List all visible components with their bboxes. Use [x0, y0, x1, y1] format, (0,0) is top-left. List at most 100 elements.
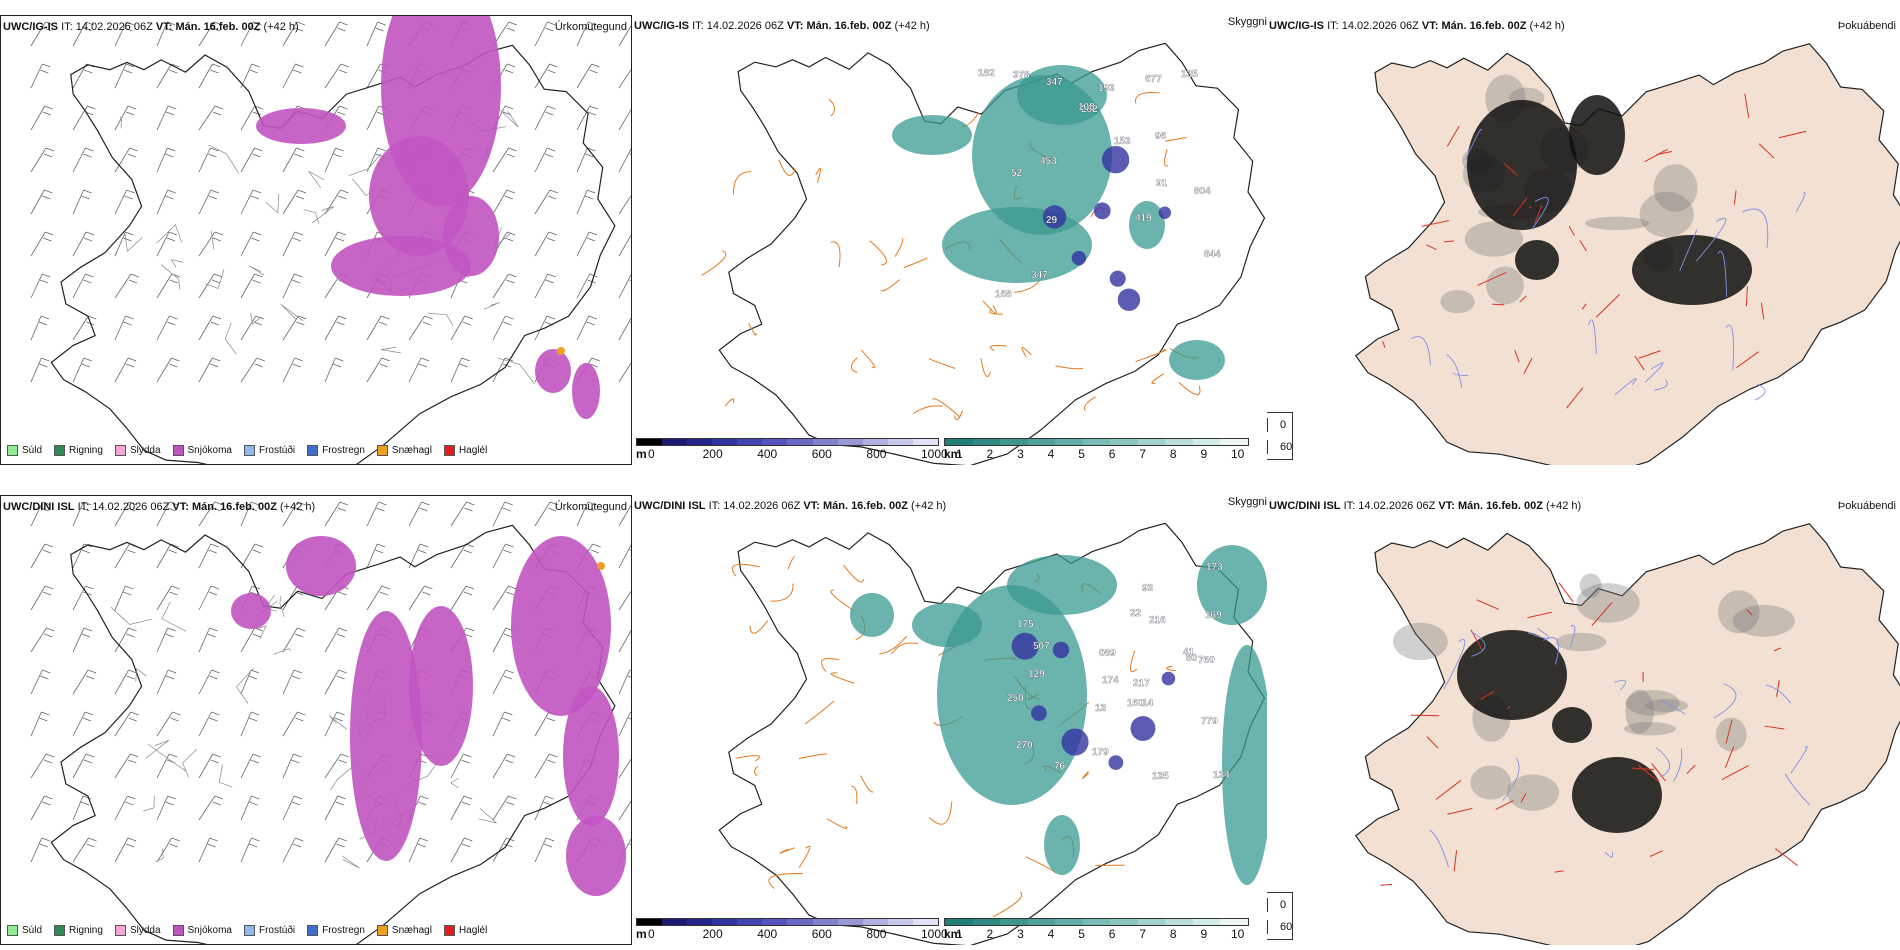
- colorbar-cell: [1110, 439, 1138, 445]
- legend-swatch: [7, 925, 18, 936]
- wind-barb-icon: [198, 585, 220, 611]
- visibility-panel-row2: 089 250 760 179 175 507 270 14 22 76 173 779 41 174 13…: [632, 495, 1267, 945]
- road-line: [248, 265, 265, 276]
- fog-area: [1572, 757, 1662, 833]
- ceiling-height-label: 22: [1130, 608, 1142, 619]
- colorbar-tick: 1: [956, 447, 963, 461]
- wind-barb-icon: [114, 501, 138, 527]
- snow-area: [350, 611, 422, 861]
- wind-barb-icon: [534, 753, 558, 779]
- snow-area: [443, 196, 499, 276]
- wind-barb-icon: [114, 273, 140, 299]
- colorbar-cell: [972, 919, 1001, 925]
- wind-barb-icon: [198, 231, 224, 257]
- river-line: [1713, 683, 1737, 719]
- wind-barb-icon: [282, 795, 303, 821]
- low-visibility-area: [942, 207, 1092, 283]
- fog-shading: [1715, 717, 1747, 752]
- wind-barb-icon: [366, 501, 387, 527]
- wind-barb-icon: [492, 753, 516, 779]
- colorbar-cell: [945, 439, 973, 445]
- wind-barb-icon: [156, 273, 180, 299]
- wind-barb-icon: [156, 357, 180, 383]
- wind-barb-icon: [114, 315, 134, 341]
- low-visibility-area: [1044, 815, 1080, 875]
- wind-barb-icon: [240, 753, 261, 779]
- road-line: [804, 700, 835, 725]
- fog-legend-swatch: [1267, 440, 1268, 454]
- wind-barb-icon: [198, 315, 222, 341]
- colorbar-cell: [712, 439, 738, 445]
- colorbar-tick: 1000: [921, 927, 948, 941]
- ceiling-height-label: 13: [1095, 703, 1107, 714]
- wind-barb-icon: [576, 501, 597, 527]
- road-line: [1736, 351, 1760, 369]
- vt-value: Mán. 16.feb. 00Z: [822, 500, 908, 512]
- road-line: [1151, 373, 1165, 384]
- panel-title: Úrkomutegund: [554, 501, 627, 513]
- fog-legend-swatch: [1267, 898, 1268, 912]
- road-line: [1021, 346, 1032, 358]
- colorbar-cell: [1165, 439, 1193, 445]
- lead-time: (+42 h): [1529, 20, 1565, 32]
- wind-barb-icon: [282, 21, 306, 47]
- colorbar-tick: 200: [702, 447, 723, 461]
- river-line: [1644, 362, 1664, 383]
- road-line: [218, 764, 233, 788]
- wind-barb-icon: [534, 837, 555, 863]
- road-line: [778, 159, 796, 176]
- fog-legend-item: 60: [1267, 920, 1292, 934]
- road-line: [256, 625, 267, 640]
- low-visibility-area: [1222, 645, 1267, 885]
- wind-barb-icon: [30, 315, 50, 341]
- road-line: [879, 635, 908, 655]
- road-line: [497, 357, 535, 385]
- colorbar-cell: [637, 439, 663, 445]
- colorbar-cell: [687, 439, 713, 445]
- road-line: [341, 855, 360, 869]
- colorbar-cell: [687, 919, 713, 925]
- snow-area: [256, 108, 346, 144]
- road-line: [1775, 848, 1799, 867]
- road-line: [903, 257, 928, 269]
- colorbar-tick: 3: [1017, 447, 1024, 461]
- road-line: [1382, 340, 1386, 348]
- wind-barb-icon: [72, 837, 97, 863]
- wind-barb-icon: [324, 315, 347, 341]
- colorbar-unit: m: [636, 927, 647, 941]
- road-line: [1082, 770, 1089, 779]
- wind-barb-icon: [450, 543, 474, 569]
- road-line: [891, 642, 919, 655]
- road-line: [732, 171, 752, 195]
- wind-barb-icon: [72, 753, 95, 779]
- wind-barb-icon: [30, 711, 50, 737]
- ceiling-height-label: 41: [1183, 647, 1195, 658]
- wind-barb-icon: [240, 669, 260, 695]
- legend-swatch: [443, 925, 455, 936]
- wind-barb-icon: [450, 837, 473, 863]
- visibility-panel-row1: 844 52 804 347 29 453 168 182 378 91 347 282 135 153 1…: [632, 15, 1267, 465]
- wind-barb-icon: [324, 357, 344, 383]
- ceiling-height-label: 677: [1145, 74, 1162, 85]
- road-line: [1764, 725, 1785, 730]
- road-line: [499, 109, 519, 128]
- wind-barb-icon: [156, 669, 177, 695]
- colorbar-tick: 400: [757, 927, 778, 941]
- ceiling-height-label: 14: [1142, 698, 1154, 709]
- colorbar-tick: 800: [866, 927, 887, 941]
- wind-barb-icon: [324, 795, 346, 821]
- road-line: [224, 322, 237, 355]
- colorbar-tick: 1: [956, 927, 963, 941]
- legend-swatch: [172, 445, 184, 456]
- road-line: [155, 848, 164, 862]
- river-line: [1790, 746, 1808, 774]
- legend-label: Súld: [22, 445, 43, 456]
- road-line: [1644, 148, 1668, 163]
- fog-legend-label: 60: [1280, 441, 1293, 453]
- panel-title: Þokuábendi: [1837, 500, 1896, 512]
- road-line: [1581, 303, 1587, 310]
- wind-barb-icon: [114, 231, 134, 257]
- road-line: [280, 303, 304, 322]
- river-line: [1660, 700, 1686, 715]
- road-line: [1165, 136, 1187, 142]
